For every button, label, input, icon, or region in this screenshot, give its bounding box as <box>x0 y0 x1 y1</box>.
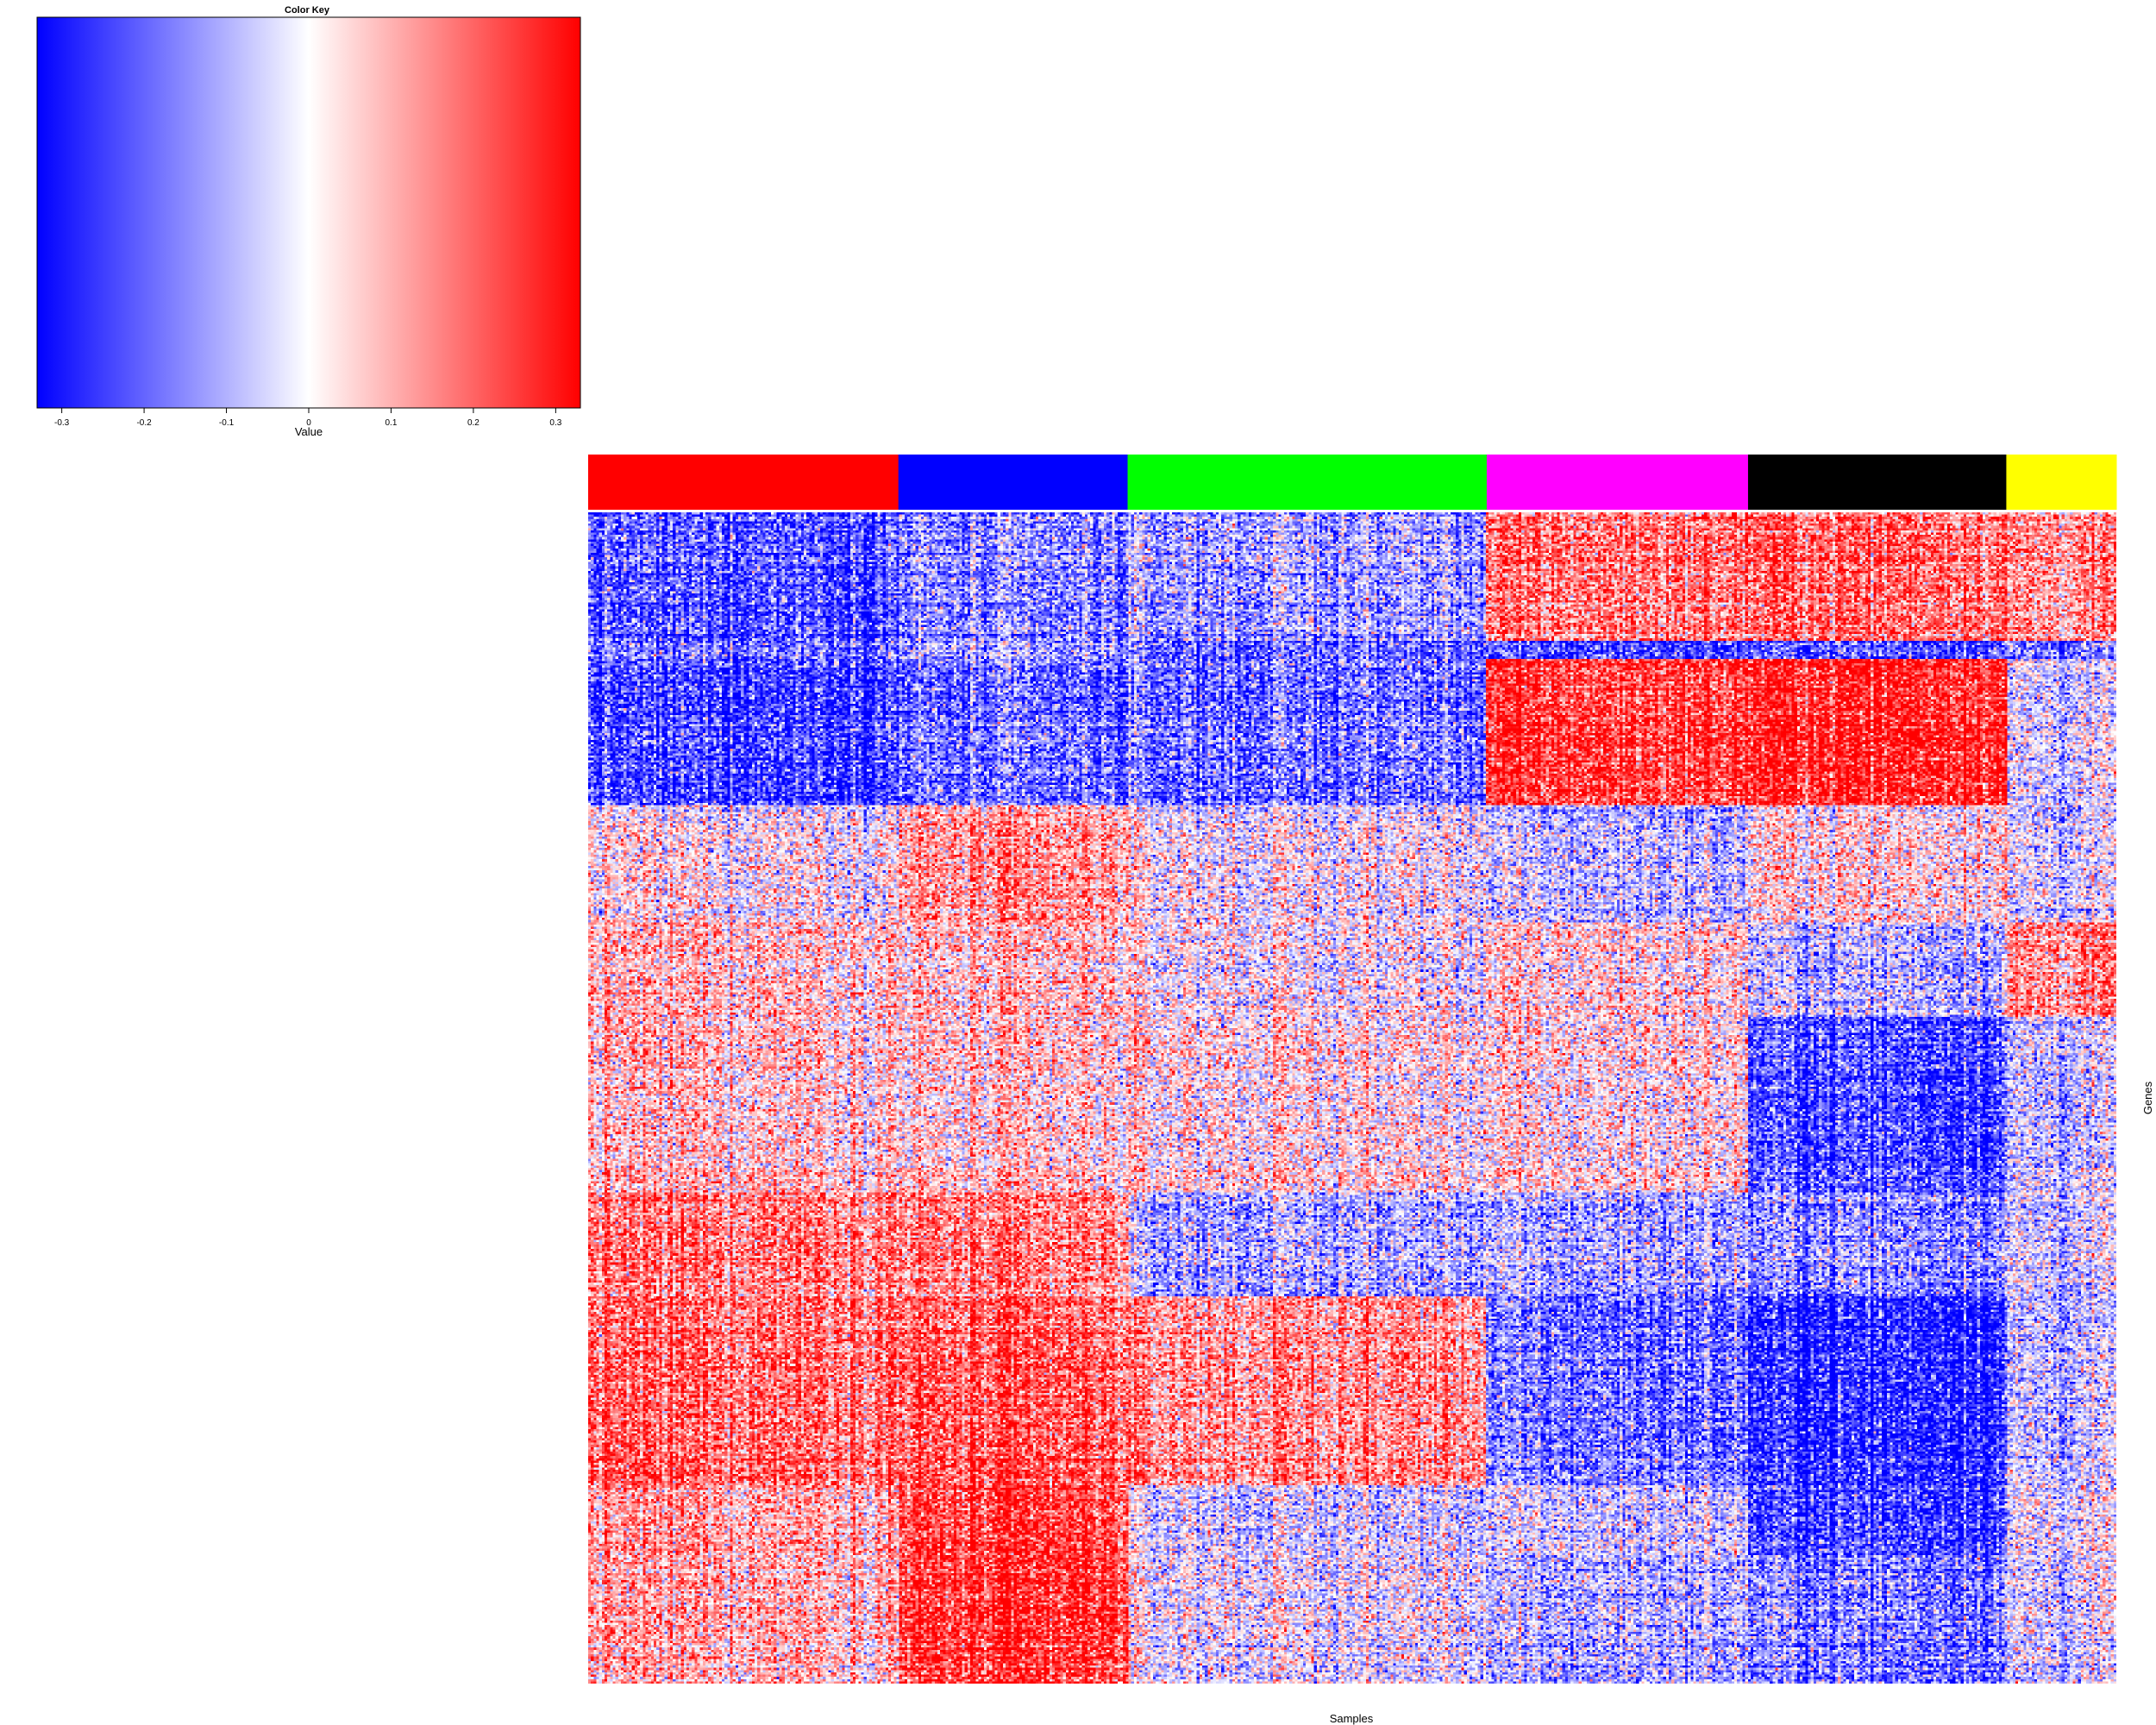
color-key-tick-label: 0.3 <box>549 418 561 428</box>
color-key-tick-label: -0.2 <box>136 418 152 428</box>
sample-group-bar <box>588 455 899 510</box>
heatmap-body <box>588 512 2116 1684</box>
color-key-xlabel: Value <box>295 425 323 438</box>
sample-group-bar <box>898 455 1129 510</box>
sample-group-bar <box>1127 455 1488 510</box>
color-key-tick-label: 0.2 <box>467 418 479 428</box>
y-axis-label: Genes <box>2141 1081 2154 1114</box>
color-key-tick-label: -0.1 <box>219 418 235 428</box>
color-key: Color Key -0.3 -0.2 -0.1 0 0.1 0.2 0.3 Value <box>36 5 581 438</box>
sample-group-bar <box>1747 455 2007 510</box>
sample-group-bar <box>1486 455 1749 510</box>
heatmap-cells <box>588 512 2116 1684</box>
color-key-tick-label: 0.1 <box>385 418 398 428</box>
color-key-tick-label: 0 <box>306 418 311 428</box>
sample-group-bar <box>2006 455 2117 510</box>
color-key-gradient <box>36 16 581 409</box>
sample-group-color-bar <box>588 455 2117 510</box>
x-axis-label: Samples <box>1330 1712 1374 1725</box>
color-key-ticks: -0.3 -0.2 -0.1 0 0.1 0.2 0.3 <box>54 408 562 428</box>
color-key-tick-label: -0.3 <box>54 418 70 428</box>
color-key-title: Color Key <box>285 5 330 16</box>
